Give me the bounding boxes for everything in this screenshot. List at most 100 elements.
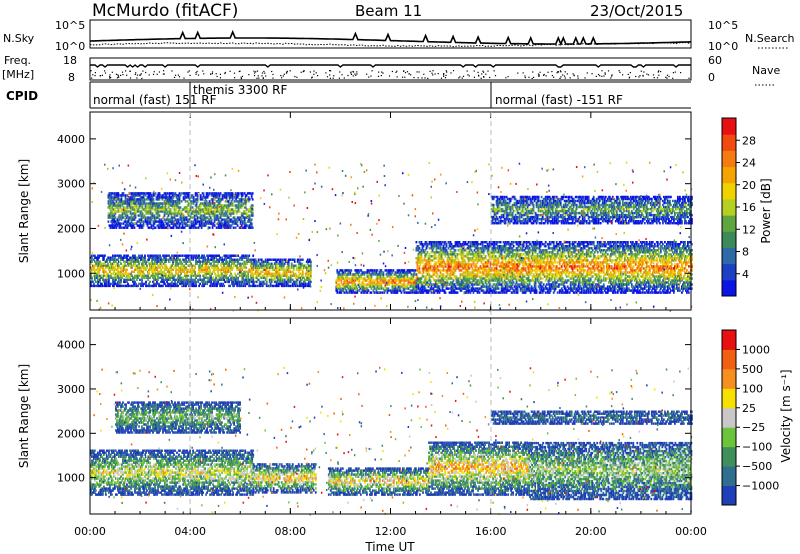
range-cell [128,272,130,275]
range-cell [132,224,135,227]
range-cell [217,272,219,275]
range-cell [112,214,115,217]
range-cell [165,194,168,197]
range-cell [158,204,161,207]
range-cell [230,264,232,267]
range-cell [206,192,209,195]
range-cell [97,256,99,259]
range-cell [197,260,199,263]
range-cell [102,268,104,271]
range-cell [190,280,192,284]
range-cell [216,210,219,213]
range-cell [169,218,172,221]
range-cell [213,254,215,257]
range-cell [104,280,106,284]
range-cell [244,284,247,288]
range-cell [212,260,214,263]
range-cell [202,214,205,217]
range-cell [218,260,220,263]
range-cell [149,220,152,223]
range-cell [465,263,468,266]
range-cell [250,260,253,263]
range-cell [380,285,383,288]
range-cell [164,268,166,271]
range-cell [150,196,153,199]
nave-point [215,73,217,75]
range-cell [210,272,212,275]
range-cell [251,264,254,267]
range-cell [177,226,180,229]
range-cell [223,220,226,223]
range-cell [183,254,185,257]
range-cell [194,278,196,281]
nave-point [396,76,398,78]
range-cell [91,270,93,273]
range-cell [168,202,171,205]
range-cell [178,224,181,227]
range-cell [124,196,127,199]
range-cell [239,256,241,259]
range-cell [112,202,115,205]
range-cell [246,282,249,286]
range-cell [217,208,220,211]
range-cell [400,291,403,294]
nave-point [257,75,259,77]
range-cell [225,194,228,197]
range-cell [196,212,199,215]
range-cell [147,194,150,197]
nave-point [239,70,241,72]
range-cell [220,198,223,201]
range-cell [114,256,116,259]
nave-point [317,75,319,77]
range-cell [208,254,210,257]
range-cell [192,202,195,205]
range-cell [225,224,228,227]
range-cell [124,262,126,265]
range-cell [216,204,219,207]
nave-point [196,70,198,73]
range-cell [108,266,110,269]
range-cell [157,206,160,209]
nave-point [104,70,106,72]
range-cell [190,194,193,197]
range-cell [237,278,239,281]
range-cell [155,204,158,207]
range-cell [205,204,208,207]
range-cell [230,196,233,199]
range-cell [168,276,170,279]
range-cell [216,254,218,257]
range-cell [236,278,238,281]
range-cell [112,254,114,257]
range-cell [163,270,165,273]
range-cell [221,212,224,215]
nave-point [139,74,141,76]
range-cell [138,218,141,221]
range-cell [191,206,194,209]
range-cell [214,254,216,257]
range-cell [161,264,163,267]
range-cell [201,216,204,219]
range-cell [102,278,104,281]
range-cell [178,258,180,261]
range-cell [174,210,177,213]
range-cell [213,268,215,271]
range-cell [109,284,111,288]
nave-point [672,72,674,74]
range-cell [171,220,174,223]
range-cell [127,206,130,209]
range-cell [233,254,235,257]
range-cell [111,210,114,213]
range-cell [439,289,442,292]
range-cell [99,260,101,263]
range-cell [107,262,109,265]
range-cell [235,282,237,286]
range-cell [142,262,144,265]
range-cell [124,264,126,267]
range-cell [202,282,204,286]
range-cell [230,212,233,215]
range-cell [136,194,139,197]
range-cell [457,249,460,252]
range-cell [121,274,123,277]
range-cell [110,262,112,265]
